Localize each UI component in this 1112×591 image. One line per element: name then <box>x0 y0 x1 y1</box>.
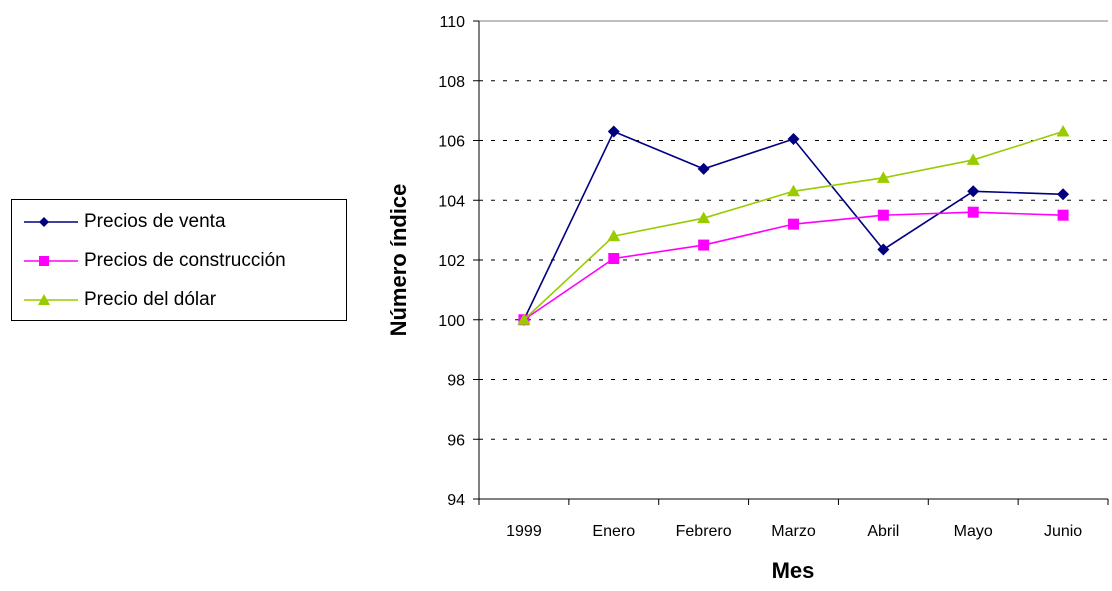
data-point-series-1 <box>1057 188 1070 201</box>
x-tick-label: Febrero <box>676 523 732 540</box>
data-point-series-2 <box>1057 209 1069 221</box>
data-point-series-3 <box>517 313 531 325</box>
y-tick-label: 104 <box>438 193 465 210</box>
data-point-series-1 <box>787 133 800 146</box>
legend-item-series-2: Precios de construcción <box>12 247 346 277</box>
legend: Precios de venta Precios de construcción… <box>11 199 347 321</box>
data-point-series-3 <box>787 184 800 197</box>
data-point-series-2 <box>698 239 710 251</box>
legend-item-series-3: Precio del dólar <box>12 286 346 316</box>
x-axis-title: Mes <box>772 558 815 583</box>
data-point-series-3 <box>966 153 980 165</box>
y-tick-label: 108 <box>438 74 465 91</box>
data-point-series-2 <box>967 206 979 218</box>
legend-swatch-diamond-icon <box>24 217 78 227</box>
data-point-series-3 <box>1056 125 1070 137</box>
y-tick-label: 100 <box>438 313 465 330</box>
data-point-series-3 <box>876 171 890 183</box>
y-tick-label: 110 <box>439 14 465 31</box>
x-tick-label: Mayo <box>954 523 993 540</box>
data-point-series-3 <box>697 211 711 224</box>
x-tick-label: Enero <box>592 523 635 540</box>
y-tick-label: 98 <box>447 373 465 390</box>
y-tick-label: 96 <box>447 432 465 449</box>
data-point-series-1 <box>877 243 890 256</box>
legend-label-series-1: Precios de venta <box>84 211 226 232</box>
x-tick-label: 1999 <box>506 523 542 540</box>
data-point-series-3 <box>607 229 621 242</box>
legend-swatch-triangle-icon <box>24 294 78 305</box>
legend-label-series-2: Precios de construcción <box>84 250 286 271</box>
data-point-series-1 <box>607 125 620 138</box>
x-tick-label: Junio <box>1044 523 1082 540</box>
y-tick-label: 94 <box>447 492 465 509</box>
data-point-series-2 <box>877 209 889 221</box>
data-point-series-2 <box>608 253 620 265</box>
legend-label-series-3: Precio del dólar <box>84 289 217 310</box>
data-point-series-1 <box>697 162 710 175</box>
y-tick-label: 106 <box>438 134 465 151</box>
x-tick-label: Abril <box>867 523 899 540</box>
data-point-series-1 <box>967 185 980 198</box>
data-point-series-2 <box>788 218 799 230</box>
x-tick-label: Marzo <box>771 523 816 540</box>
legend-swatch-square-icon <box>24 256 78 266</box>
legend-item-series-1: Precios de venta <box>12 208 346 238</box>
y-axis-title: Número índice <box>386 184 411 337</box>
y-tick-label: 102 <box>438 253 465 270</box>
